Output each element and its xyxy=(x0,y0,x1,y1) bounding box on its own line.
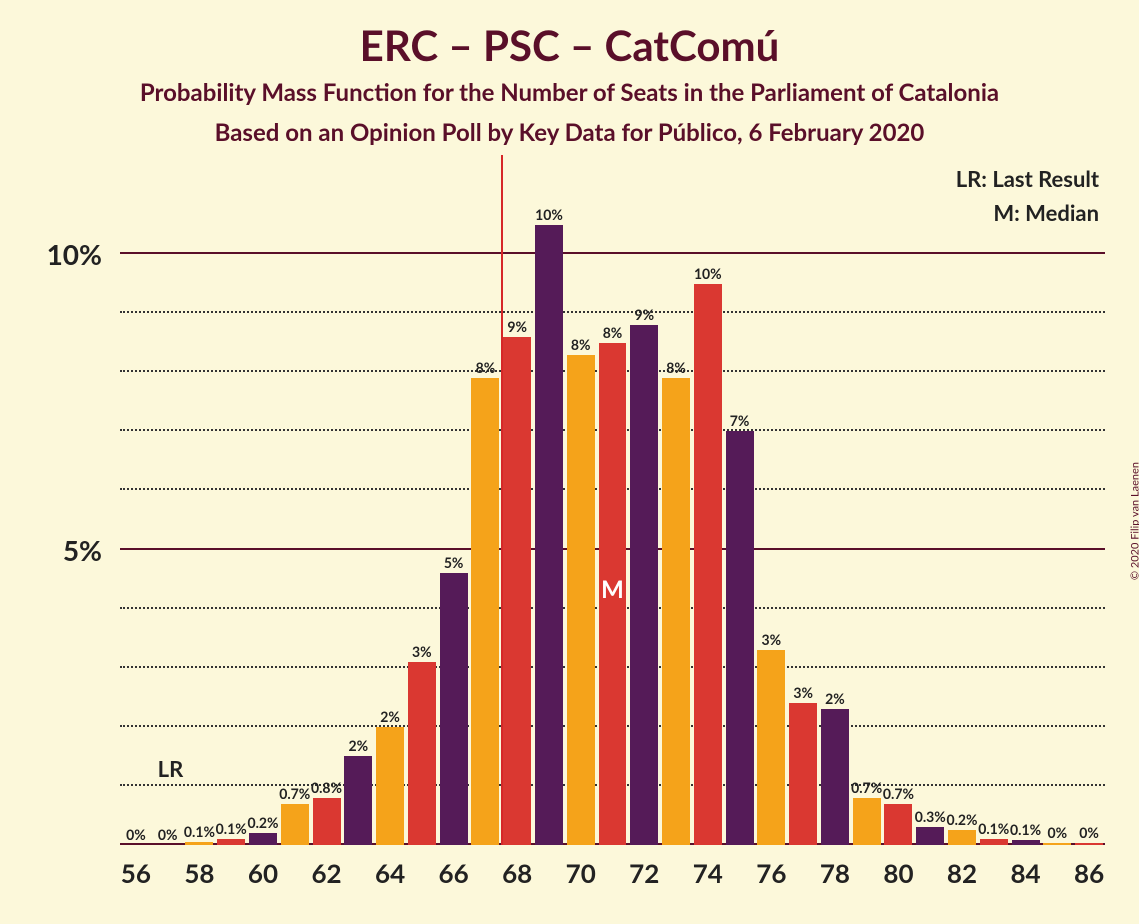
bar: 7% xyxy=(726,431,754,845)
bar: 2% xyxy=(376,727,404,845)
bar-value-label: 2% xyxy=(825,690,845,709)
bar: 10% xyxy=(535,225,563,845)
gridline-minor xyxy=(120,311,1105,313)
x-tick-label: 82 xyxy=(947,845,977,889)
bar-value-label: 8% xyxy=(603,324,623,343)
bar: 2% xyxy=(821,709,849,845)
x-tick-label: 64 xyxy=(375,845,405,889)
copyright-text: © 2020 Filip van Laenen xyxy=(1129,462,1139,580)
bar: 10% xyxy=(694,284,722,845)
bar: 5% xyxy=(440,573,468,845)
x-tick-label: 76 xyxy=(756,845,786,889)
x-tick-label: 72 xyxy=(629,845,659,889)
bar-value-label: 0% xyxy=(126,826,146,845)
bar-value-label: 7% xyxy=(730,412,750,431)
bar-value-label: 10% xyxy=(535,206,563,225)
x-tick-label: 86 xyxy=(1074,845,1104,889)
x-tick-label: 78 xyxy=(820,845,850,889)
x-tick-label: 58 xyxy=(184,845,214,889)
last-result-line xyxy=(501,155,503,845)
bar-value-label: 5% xyxy=(444,554,464,573)
x-tick-label: 84 xyxy=(1010,845,1040,889)
bar-value-label: 0.2% xyxy=(247,814,278,833)
bar: 0.1% xyxy=(217,839,245,845)
bar-value-label: 0% xyxy=(158,826,178,845)
x-tick-label: 66 xyxy=(439,845,469,889)
bar: 2% xyxy=(344,756,372,845)
bar-value-label: 0.1% xyxy=(216,820,247,839)
x-tick-label: 60 xyxy=(248,845,278,889)
bar: 0.1% xyxy=(980,839,1008,845)
plot-area: 5%10%0%0%0.1%0.1%0.2%0.7%0.8%2%2%3%5%8%9… xyxy=(120,195,1105,845)
x-tick-label: 74 xyxy=(693,845,723,889)
bar-value-label: 0.3% xyxy=(915,808,946,827)
bar-value-label: 0% xyxy=(1079,824,1099,843)
legend-median: M: Median xyxy=(993,199,1099,226)
bar: 0% xyxy=(1043,843,1071,845)
x-tick-label: 80 xyxy=(883,845,913,889)
bar-value-label: 10% xyxy=(694,265,722,284)
bar: 3% xyxy=(757,650,785,845)
last-result-label: LR xyxy=(158,755,184,782)
bar: 0.2% xyxy=(249,833,277,845)
bar-value-label: 0.1% xyxy=(978,820,1009,839)
chart-subtitle-1: Probability Mass Function for the Number… xyxy=(0,78,1139,107)
bar: 0.8% xyxy=(313,798,341,845)
bar-value-label: 2% xyxy=(380,708,400,727)
bar-value-label: 8% xyxy=(666,359,686,378)
bar-value-label: 0.1% xyxy=(1010,821,1041,840)
bar-value-label: 0.7% xyxy=(851,779,882,798)
bar-value-label: 2% xyxy=(348,737,368,756)
bar-value-label: 0.1% xyxy=(184,823,215,842)
bar-value-label: 9% xyxy=(634,306,654,325)
y-tick-label: 5% xyxy=(63,533,120,567)
bar: 9% xyxy=(503,337,531,845)
y-tick-label: 10% xyxy=(47,237,120,271)
bar-value-label: 0.7% xyxy=(279,785,310,804)
bar: 0.7% xyxy=(853,798,881,845)
bar-value-label: 3% xyxy=(412,643,432,662)
bar-value-label: 3% xyxy=(762,631,782,650)
chart-subtitle-2: Based on an Opinion Poll by Key Data for… xyxy=(0,118,1139,147)
bar-value-label: 8% xyxy=(571,336,591,355)
x-tick-label: 62 xyxy=(311,845,341,889)
bar-value-label: 0.2% xyxy=(946,811,977,830)
chart-title: ERC – PSC – CatComú xyxy=(0,20,1139,70)
bar-value-label: 8% xyxy=(476,359,496,378)
bar: 0.2% xyxy=(948,830,976,845)
legend-last-result: LR: Last Result xyxy=(956,165,1099,192)
x-tick-label: 70 xyxy=(566,845,596,889)
bar: 3% xyxy=(408,662,436,845)
bar: 0.7% xyxy=(281,804,309,845)
bar-value-label: 9% xyxy=(507,318,527,337)
bar-value-label: 0.8% xyxy=(311,779,342,798)
gridline-major xyxy=(120,252,1105,254)
bar: 0.3% xyxy=(916,827,944,845)
bar: 0.7% xyxy=(884,804,912,845)
x-tick-label: 56 xyxy=(121,845,151,889)
bar-value-label: 0.7% xyxy=(883,785,914,804)
bar: 8% xyxy=(662,378,690,845)
bar: 9% xyxy=(630,325,658,845)
bar-value-label: 0% xyxy=(1048,824,1068,843)
bar: 8% xyxy=(471,378,499,845)
bar: 8% xyxy=(567,355,595,845)
bar: 3% xyxy=(789,703,817,845)
chart-container: ERC – PSC – CatComú Probability Mass Fun… xyxy=(0,0,1139,924)
bar-value-label: 3% xyxy=(793,684,813,703)
median-label: M xyxy=(601,575,624,604)
x-tick-label: 68 xyxy=(502,845,532,889)
